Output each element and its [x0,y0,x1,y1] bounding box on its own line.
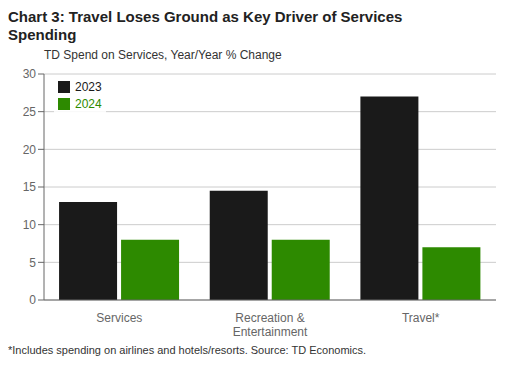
svg-text:5: 5 [29,256,36,270]
svg-text:0: 0 [29,293,36,307]
html-text:TD Spend on Services, Year/Yea: TD Spend on Services, Year/Year % Change [44,48,282,62]
html-text:2023: 2023 [75,80,102,94]
svg-text:10: 10 [23,218,37,232]
svg-text:Travel*: Travel* [402,311,440,325]
html-text:Chart 3: Travel Loses Ground a: Chart 3: Travel Loses Ground as Key Driv… [8,8,403,25]
svg-text:Recreation &Entertainment: Recreation &Entertainment [233,311,308,339]
svg-text:30: 30 [23,67,37,81]
html-text:Spending: Spending [8,26,77,43]
html-text:2024: 2024 [75,97,102,111]
svg-text:Services: Services [96,311,142,325]
svg-text:15: 15 [23,180,37,194]
html-text:*Includes spending on airlines: *Includes spending on airlines and hotel… [8,344,367,356]
svg-text:20: 20 [23,143,37,157]
svg-text:25: 25 [23,105,37,119]
